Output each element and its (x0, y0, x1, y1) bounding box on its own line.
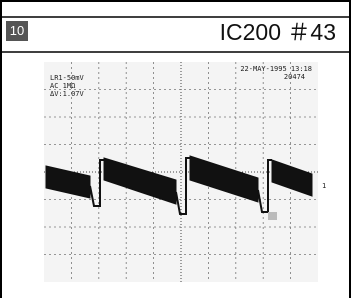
badge: 10 (10, 23, 24, 38)
marker: 1 (322, 182, 326, 190)
title: IC200 ＃43 (220, 19, 336, 45)
document: 10 IC200 ＃43 LR1-50mV AC 1MΩ ΔV:1.07V 22… (0, 0, 351, 298)
channel: LR1-50mV (50, 74, 85, 82)
counter: 20474 (284, 73, 305, 81)
coupling: AC 1MΩ (50, 82, 75, 90)
delta: ΔV:1.07V (50, 90, 85, 98)
cursor (268, 212, 277, 220)
page: 10 IC200 ＃43 LR1-50mV AC 1MΩ ΔV:1.07V 22… (0, 0, 351, 298)
timestamp: 22-MAY-1995 13:18 (240, 65, 312, 73)
